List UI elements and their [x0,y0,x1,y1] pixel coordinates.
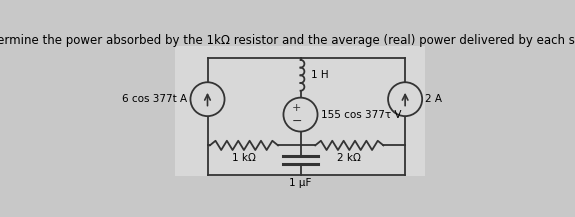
Circle shape [283,98,317,132]
Text: 2 kΩ: 2 kΩ [338,153,361,163]
Text: 1 μF: 1 μF [289,179,312,189]
Text: 2 A: 2 A [426,94,442,104]
Text: 1 kΩ: 1 kΩ [232,153,256,163]
Text: −: − [292,115,302,128]
Bar [175,46,426,176]
Circle shape [388,82,422,116]
Text: 155 cos 377τ V: 155 cos 377τ V [321,110,401,120]
Text: 6 cos 377t A: 6 cos 377t A [122,94,187,104]
Circle shape [190,82,225,116]
Text: 1 H: 1 H [311,70,329,80]
Text: +: + [292,103,301,113]
Text: Determine the power absorbed by the 1kΩ resistor and the average (real) power de: Determine the power absorbed by the 1kΩ … [0,34,575,47]
